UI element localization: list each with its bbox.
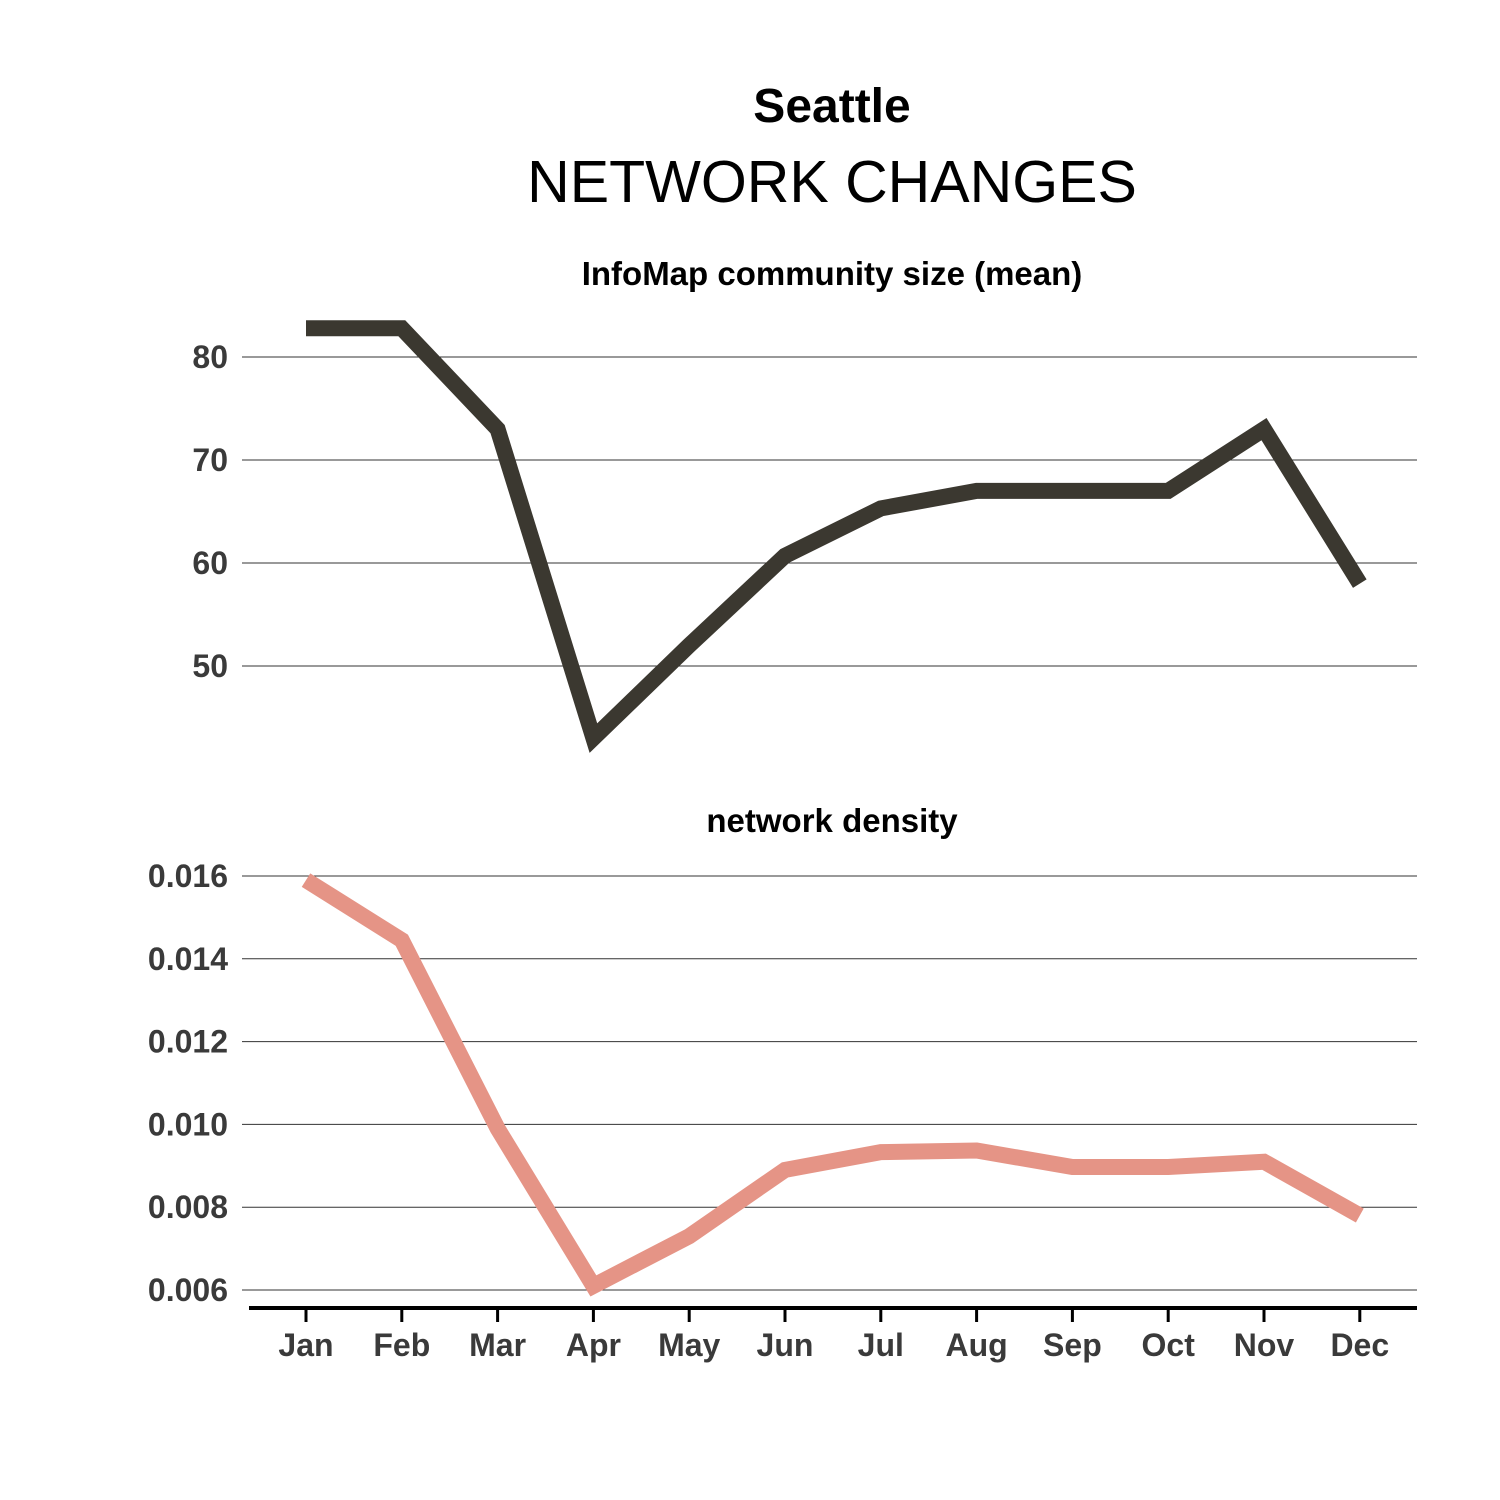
x-axis: Jan Feb Mar Apr May Jun Jul Aug Sep Oct Nov Dec (249, 1306, 1417, 1363)
community-size-gridlines (242, 356, 1417, 667)
network-density-y-tick-label: 0.006 (148, 1272, 228, 1308)
chart-subtitle: NETWORK CHANGES (527, 149, 1137, 215)
community-size-y-tick-label: 80 (192, 339, 228, 375)
x-tick-label: May (658, 1327, 720, 1363)
x-tick-label: Feb (373, 1327, 430, 1363)
community-size-title: InfoMap community size (mean) (582, 255, 1083, 292)
network-density-panel: network density 0.006 0.008 0.010 0.012 0.01… (148, 802, 1417, 1308)
x-tick-label: Jan (278, 1327, 333, 1363)
network-density-y-tick-label: 0.008 (148, 1189, 228, 1225)
x-tick-label: Mar (469, 1327, 526, 1363)
chart-title: Seattle (753, 80, 910, 133)
network-density-y-tick-label: 0.012 (148, 1024, 228, 1060)
x-tick-label: Jul (858, 1327, 904, 1363)
community-size-y-tick-label: 70 (192, 442, 228, 478)
network-density-y-ticks: 0.006 0.008 0.010 0.012 0.014 0.016 (148, 858, 228, 1308)
x-axis-ticks: Jan Feb Mar Apr May Jun Jul Aug Sep Oct Nov Dec (278, 1308, 1389, 1363)
community-size-y-tick-label: 50 (192, 648, 228, 684)
community-size-y-ticks: 50 60 70 80 (192, 339, 228, 684)
x-tick-label: Oct (1142, 1327, 1196, 1363)
community-size-line (306, 320, 1367, 753)
network-density-title: network density (706, 802, 958, 839)
x-tick-label: Apr (566, 1327, 621, 1363)
network-density-gridlines (242, 875, 1417, 1291)
x-tick-label: Sep (1043, 1327, 1102, 1363)
x-tick-label: Jun (757, 1327, 814, 1363)
network-density-y-tick-label: 0.010 (148, 1106, 228, 1142)
x-tick-label: Dec (1330, 1327, 1389, 1363)
x-tick-label: Aug (945, 1327, 1007, 1363)
network-density-y-tick-label: 0.014 (148, 941, 228, 977)
network-density-line (301, 873, 1364, 1297)
community-size-panel: InfoMap community size (mean) 50 60 70 80 (192, 255, 1417, 753)
network-density-y-tick-label: 0.016 (148, 858, 228, 894)
community-size-y-tick-label: 60 (192, 545, 228, 581)
x-tick-label: Nov (1234, 1327, 1295, 1363)
